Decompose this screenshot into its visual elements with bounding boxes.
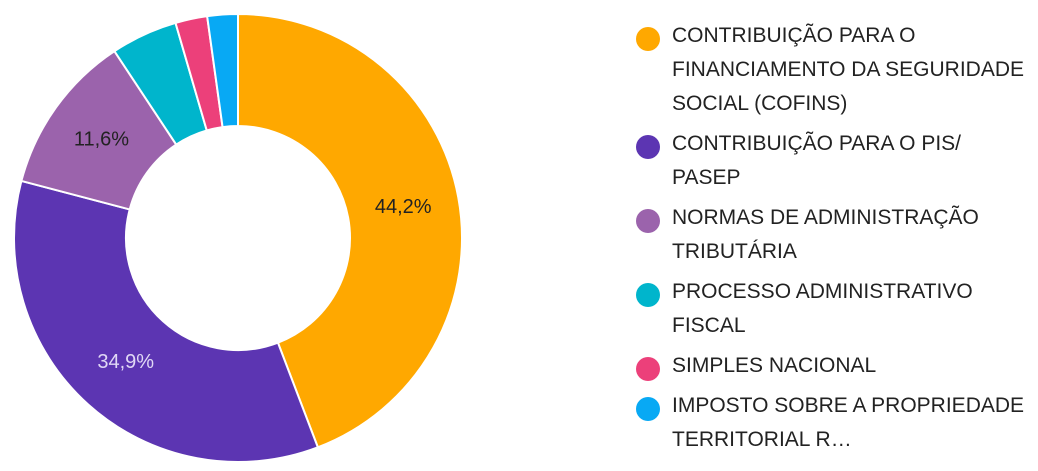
legend-label: CONTRIBUIÇÃO PARA O FINANCIAMENTO DA SEG… (672, 24, 1024, 115)
legend-label: CONTRIBUIÇÃO PARA O PIS/ PASEP (672, 132, 961, 189)
donut-chart: 44,2% 34,9% 11,6% (13, 12, 463, 463)
legend-item[interactable]: CONTRIBUIÇÃO PARA O FINANCIAMENTO DA SEG… (636, 24, 1036, 121)
legend-swatch-icon (636, 27, 660, 51)
slice-label-3: 11,6% (74, 128, 129, 150)
legend-item[interactable]: NORMAS DE ADMINISTRAÇÃO TRIBUTÁRIA (636, 206, 1036, 269)
legend-label: SIMPLES NACIONAL (672, 354, 877, 377)
slice-6 (206, 12, 239, 129)
legend-item[interactable]: CONTRIBUIÇÃO PARA O PIS/ PASEP (636, 132, 1036, 195)
legend-swatch-icon (636, 283, 660, 307)
legend-swatch-icon (636, 357, 660, 381)
legend-item[interactable]: IMPOSTO SOBRE A PROPRIEDADE TERRITORIAL … (636, 394, 1036, 457)
slice-2 (13, 179, 320, 463)
legend-item[interactable]: PROCESSO ADMINISTRATIVO FISCAL (636, 280, 1036, 343)
legend-label: NORMAS DE ADMINISTRAÇÃO TRIBUTÁRIA (672, 206, 979, 263)
slice-1 (237, 12, 463, 449)
slice-label-1: 44,2% (375, 196, 432, 218)
legend: CONTRIBUIÇÃO PARA O FINANCIAMENTO DA SEG… (636, 24, 1036, 468)
legend-label: PROCESSO ADMINISTRATIVO FISCAL (672, 280, 973, 337)
legend-swatch-icon (636, 209, 660, 233)
slice-label-2: 34,9% (97, 351, 154, 373)
legend-swatch-icon (636, 135, 660, 159)
legend-item[interactable]: SIMPLES NACIONAL (636, 354, 1036, 383)
legend-label: IMPOSTO SOBRE A PROPRIEDADE TERRITORIAL … (672, 394, 1025, 451)
legend-swatch-icon (636, 397, 660, 421)
